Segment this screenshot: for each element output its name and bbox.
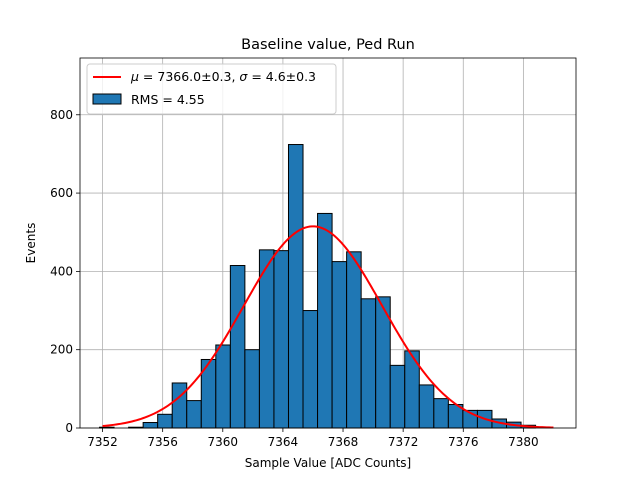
legend-mu-text: = 7366.0±0.3, bbox=[139, 69, 239, 84]
x-tick-label: 7364 bbox=[268, 435, 299, 449]
plot-frame bbox=[79, 57, 577, 429]
y-tick-label: 400 bbox=[50, 264, 73, 278]
x-tick-label: 7356 bbox=[147, 435, 178, 449]
x-tick-label: 7360 bbox=[208, 435, 239, 449]
histogram-bar bbox=[389, 364, 406, 429]
chart-title: Baseline value, Ped Run bbox=[241, 37, 415, 53]
y-tick-label: 0 bbox=[65, 421, 73, 435]
x-tick-label: 7352 bbox=[87, 435, 118, 449]
histogram-bar bbox=[331, 261, 348, 429]
histogram-bar bbox=[186, 400, 202, 429]
legend-histogram-swatch bbox=[92, 93, 122, 105]
histogram-bar bbox=[142, 422, 159, 429]
y-axis-ticks: 0 200 400 600 800 bbox=[50, 108, 80, 435]
gaussian-fit-curve bbox=[102, 225, 554, 429]
legend-sigma-text: = 4.6±0.3 bbox=[247, 69, 316, 84]
legend-mu-symbol: μ bbox=[130, 69, 139, 84]
histogram-bar bbox=[215, 344, 231, 429]
legend: μ = 7366.0±0.3, σ = 4.6±0.3 RMS = 4.55 bbox=[86, 63, 337, 115]
legend-fit-label: μ = 7366.0±0.3, σ = 4.6±0.3 bbox=[130, 69, 316, 84]
histogram-bar bbox=[302, 310, 319, 429]
legend-sigma-symbol: σ bbox=[239, 69, 248, 84]
x-axis-ticks: 7352 7356 7360 7364 7368 7372 7376 7380 bbox=[87, 428, 539, 449]
histogram-bar bbox=[317, 212, 333, 429]
y-tick-label: 600 bbox=[50, 186, 73, 200]
histogram-bar bbox=[229, 265, 246, 429]
x-tick-label: 7380 bbox=[508, 435, 539, 449]
legend-frame bbox=[86, 63, 337, 115]
histogram-bar bbox=[157, 413, 173, 429]
histogram-bar bbox=[360, 298, 377, 429]
y-tick-label: 200 bbox=[50, 343, 73, 357]
histogram-bar bbox=[418, 384, 435, 429]
x-tick-label: 7372 bbox=[388, 435, 419, 449]
histogram-bar bbox=[244, 349, 260, 429]
x-tick-label: 7376 bbox=[448, 435, 479, 449]
histogram-bar bbox=[433, 398, 449, 429]
y-axis-label: Events bbox=[24, 223, 38, 264]
y-tick-label: 800 bbox=[50, 108, 73, 122]
histogram-bar bbox=[346, 251, 362, 429]
histogram-bar bbox=[287, 144, 304, 429]
x-tick-label: 7368 bbox=[328, 435, 359, 449]
histogram-bar bbox=[171, 382, 188, 429]
histogram-bar bbox=[273, 250, 289, 429]
x-axis-label: Sample Value [ADC Counts] bbox=[245, 456, 411, 470]
legend-histogram-label: RMS = 4.55 bbox=[131, 92, 205, 107]
